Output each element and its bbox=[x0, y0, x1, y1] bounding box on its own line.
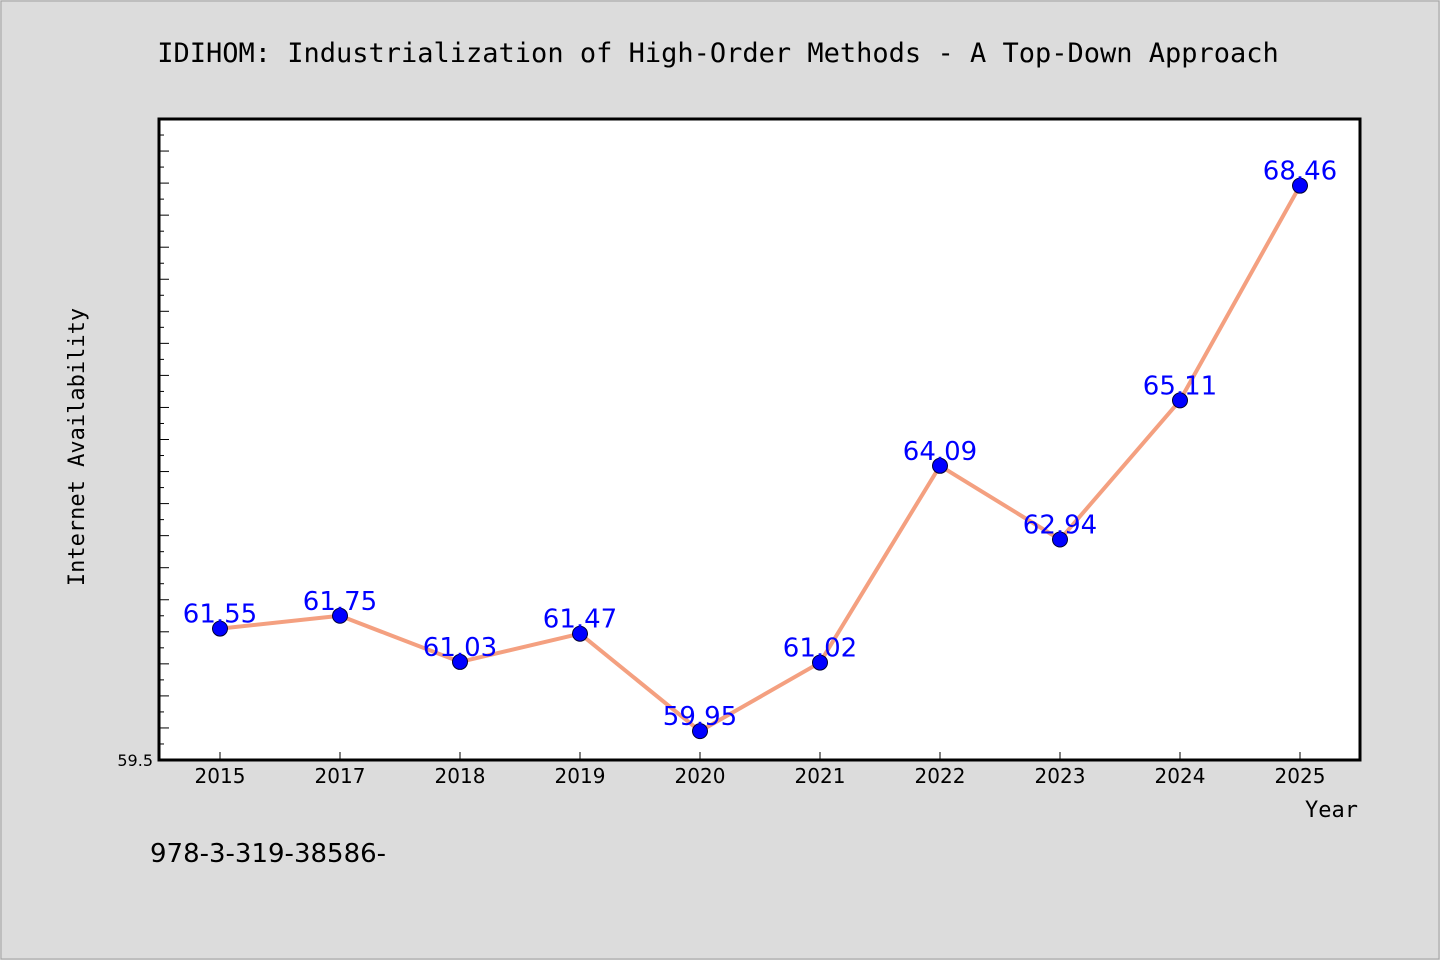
data-point bbox=[932, 457, 948, 474]
plot-area bbox=[157, 117, 1362, 762]
y-axis-min-label: 59.5 bbox=[117, 751, 153, 770]
y-axis-ticks bbox=[159, 118, 169, 761]
chart-title: IDIHOM: Industrialization of High-Order … bbox=[157, 38, 1279, 69]
data-point bbox=[1172, 392, 1188, 409]
x-tick-label: 2019 bbox=[555, 764, 606, 788]
data-point bbox=[572, 625, 588, 642]
x-tick-label: 2023 bbox=[1035, 764, 1086, 788]
data-label: 61.75 bbox=[303, 587, 377, 617]
data-point bbox=[692, 723, 708, 740]
footer-text: 978-3-319-38586- bbox=[150, 839, 386, 869]
data-label: 59.95 bbox=[663, 702, 737, 732]
x-tick-label: 2020 bbox=[675, 764, 726, 788]
data-point bbox=[812, 654, 828, 671]
data-label: 61.02 bbox=[783, 634, 857, 664]
data-point bbox=[1292, 177, 1308, 194]
x-tick-label: 2024 bbox=[1155, 764, 1206, 788]
data-label: 64.09 bbox=[903, 437, 977, 467]
x-tick-label: 2017 bbox=[315, 764, 366, 788]
x-axis-ticks: 2015 2017 2018 2019 2020 2021 2022 2023 2024 2025 bbox=[195, 752, 1326, 788]
data-point bbox=[332, 607, 348, 624]
y-axis-label: Internet Availability bbox=[65, 308, 90, 586]
series-line bbox=[219, 184, 1302, 734]
data-label: 61.47 bbox=[543, 605, 617, 635]
x-tick-label: 2022 bbox=[915, 764, 966, 788]
x-tick-label: 2018 bbox=[435, 764, 486, 788]
series-group: 61.55 61.75 61.03 61.47 59.95 61.02 64.09 62.94… bbox=[183, 157, 1337, 740]
data-label: 65.11 bbox=[1143, 371, 1217, 401]
data-label: 61.03 bbox=[423, 633, 497, 663]
data-label: 61.55 bbox=[183, 600, 257, 630]
data-label: 62.94 bbox=[1023, 510, 1097, 540]
x-tick-label: 2021 bbox=[795, 764, 846, 788]
data-label: 68.46 bbox=[1263, 157, 1337, 187]
data-point bbox=[452, 653, 468, 670]
x-tick-label: 2015 bbox=[195, 764, 246, 788]
data-point bbox=[212, 620, 228, 637]
x-axis-label: Year bbox=[1305, 798, 1358, 823]
data-point bbox=[1052, 531, 1068, 548]
x-tick-label: 2025 bbox=[1275, 764, 1326, 788]
